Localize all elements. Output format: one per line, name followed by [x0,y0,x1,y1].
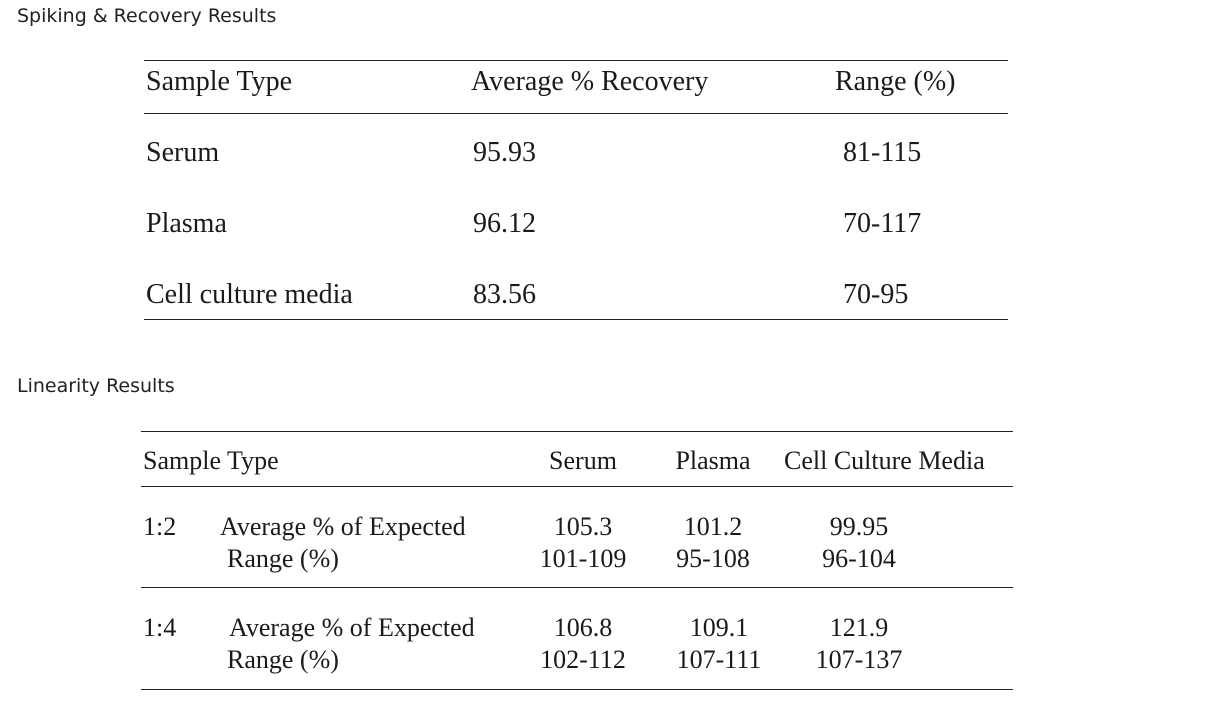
media-average: 121.9 [829,613,889,642]
average-expected-label: Average % of Expected [220,512,466,541]
header-average-recovery: Average % Recovery [471,66,709,97]
row-sample-plasma: Plasma [146,208,227,239]
range-label: Range (%) [227,645,339,674]
row-average-media: 83.56 [473,279,536,310]
serum-average: 105.3 [553,512,613,541]
plasma-average: 101.2 [683,512,743,541]
row-range-media: 70-95 [843,279,909,310]
average-expected-label: Average % of Expected [229,613,475,642]
group-rule [141,587,1013,588]
table-bottom-rule [141,689,1013,690]
range-label: Range (%) [227,544,339,573]
header-serum: Serum [549,446,617,475]
table-bottom-rule [144,319,1008,320]
row-average-plasma: 96.12 [473,208,536,239]
table-top-rule [144,60,1008,61]
row-average-serum: 95.93 [473,137,536,168]
dilution-label: 1:2 [143,512,177,541]
plasma-range: 107-111 [676,645,762,674]
plasma-range: 95-108 [676,544,750,573]
header-cell-culture-media: Cell Culture Media [784,446,985,475]
row-sample-media: Cell culture media [146,279,353,310]
row-sample-serum: Serum [146,137,220,168]
plasma-average: 109.1 [689,613,749,642]
recovery-table: Sample Type Average % Recovery Range (%)… [144,60,1008,322]
serum-average: 106.8 [553,613,613,642]
header-sample-type: Sample Type [143,446,279,475]
spiking-recovery-heading: Spiking & Recovery Results [17,5,277,27]
header-sample-type: Sample Type [146,66,293,97]
media-range: 96-104 [822,544,896,573]
row-range-serum: 81-115 [843,137,922,168]
header-rule [144,113,1008,114]
linearity-table: Sample Type Serum Plasma Cell Culture Me… [141,431,1013,693]
dilution-label: 1:4 [143,613,177,642]
row-range-plasma: 70-117 [843,208,922,239]
serum-range: 101-109 [539,544,627,573]
linearity-heading: Linearity Results [17,375,175,397]
table-top-rule [141,431,1013,432]
media-average: 99.95 [829,512,889,541]
media-range: 107-137 [815,645,903,674]
header-plasma: Plasma [675,446,751,475]
header-range: Range (%) [835,66,956,97]
serum-range: 102-112 [540,645,626,674]
header-rule [141,486,1013,487]
